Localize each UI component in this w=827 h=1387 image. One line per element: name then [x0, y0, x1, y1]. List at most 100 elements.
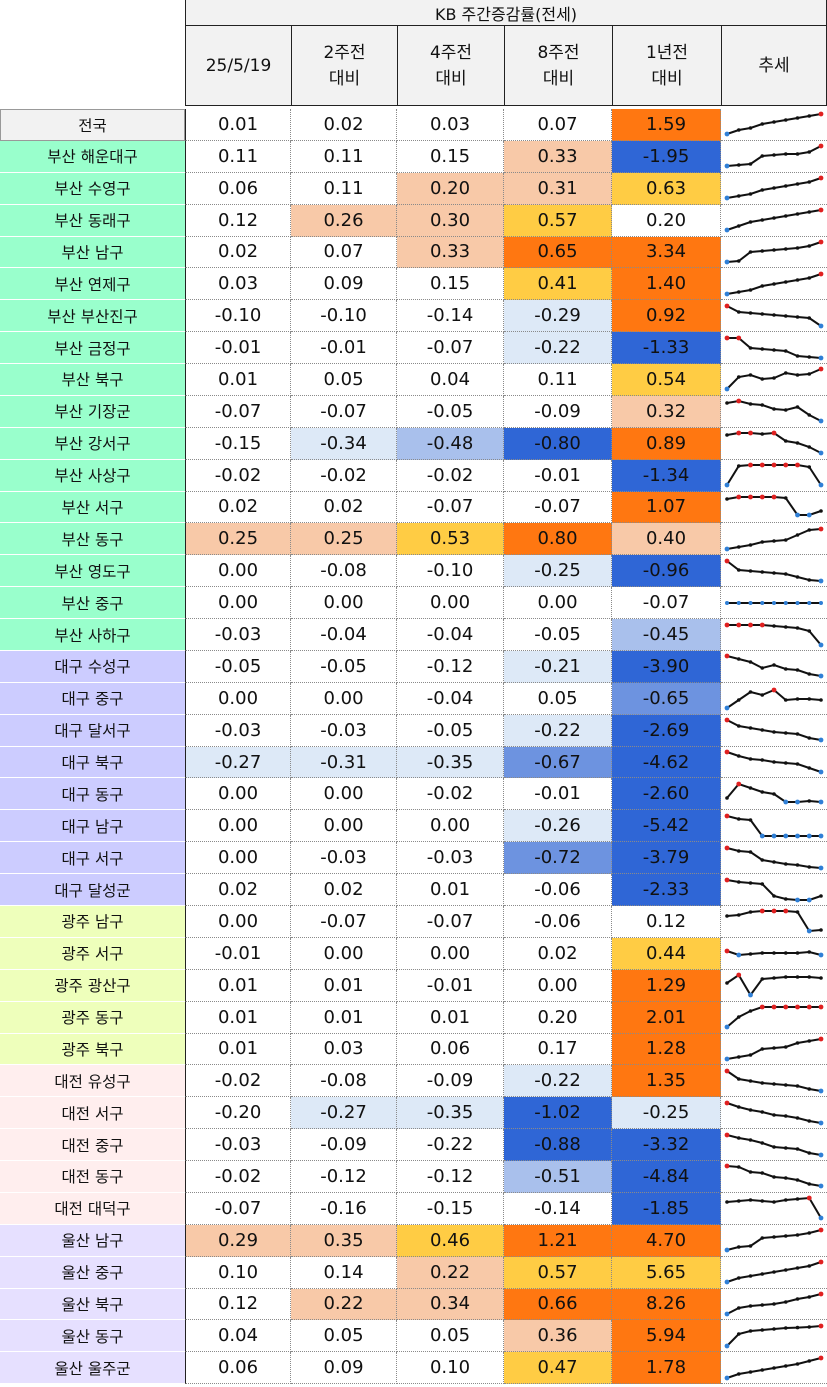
- value-cell: -0.05: [397, 714, 504, 747]
- sparkline-point: [818, 1152, 824, 1157]
- sparkline-point: [736, 1245, 741, 1250]
- sparkline-point: [724, 259, 730, 265]
- region-label: 부산 사하구: [0, 619, 185, 651]
- sparkline-point: [736, 952, 742, 958]
- sparkline-svg: [725, 430, 824, 456]
- sparkline-point: [748, 462, 753, 468]
- sparkline-point: [795, 951, 800, 956]
- sparkline-point: [760, 1199, 765, 1204]
- sparkline-line: [726, 1229, 822, 1252]
- trend-sparkline: [721, 906, 827, 938]
- sparkline-point: [783, 247, 788, 251]
- sparkline-point: [818, 271, 824, 277]
- sparkline-point: [724, 1164, 730, 1169]
- sparkline-point: [783, 118, 788, 123]
- sparkline-point: [724, 845, 730, 851]
- sparkline-point: [819, 509, 823, 513]
- sparkline-point: [748, 543, 753, 547]
- sparkline-point: [819, 698, 823, 703]
- sparkline-point: [772, 859, 776, 864]
- sparkline-point: [725, 497, 729, 501]
- sparkline-point: [795, 373, 800, 378]
- sparkline-point: [795, 212, 800, 216]
- sparkline-point: [772, 248, 776, 252]
- value-cell: -0.01: [504, 459, 612, 492]
- sparkline-point: [724, 195, 730, 201]
- trend-sparkline: [721, 395, 827, 428]
- sparkline-point: [748, 660, 753, 665]
- sparkline-point: [736, 816, 741, 821]
- trend-sparkline: [721, 523, 827, 556]
- sparkline-point: [724, 335, 730, 340]
- sparkline-point: [807, 1150, 812, 1155]
- value-cell: 0.04: [185, 1320, 291, 1353]
- value-cell: 0.01: [185, 109, 291, 141]
- column-header-line2: 대비: [435, 68, 467, 89]
- sparkline-point: [783, 538, 788, 542]
- sparkline-point: [748, 1053, 753, 1057]
- value-cell: 0.10: [397, 1352, 504, 1385]
- value-cell: -4.62: [612, 746, 721, 779]
- sparkline-point: [748, 622, 753, 627]
- sparkline-point: [818, 642, 824, 647]
- value-cell: -1.34: [612, 459, 721, 492]
- sparkline-point: [736, 1055, 741, 1059]
- sparkline-line: [726, 241, 822, 263]
- region-label: 대구 수성구: [0, 650, 185, 683]
- sparkline-point: [724, 303, 730, 309]
- sparkline-point: [783, 1004, 789, 1010]
- value-cell: -0.22: [504, 714, 612, 747]
- value-cell: 0.05: [291, 1320, 397, 1353]
- sparkline-point: [783, 313, 788, 318]
- region-label: 대전 동구: [0, 1161, 185, 1193]
- value-cell: 0.00: [185, 587, 291, 620]
- sparkline-point: [760, 977, 765, 981]
- sparkline-point: [795, 862, 800, 867]
- trend-sparkline: [721, 1192, 827, 1225]
- value-cell: 1.28: [612, 1033, 721, 1066]
- value-cell: 0.07: [291, 236, 397, 269]
- sparkline-point: [772, 1302, 776, 1306]
- sparkline-point: [748, 402, 753, 407]
- sparkline-svg: [724, 1132, 824, 1157]
- sparkline-point: [795, 1178, 800, 1183]
- sparkline-point: [807, 1231, 812, 1236]
- value-cell: 8.26: [612, 1288, 721, 1321]
- sparkline-point: [818, 1184, 824, 1189]
- sparkline-svg: [724, 271, 824, 297]
- sparkline-point: [818, 367, 824, 372]
- sparkline-point: [783, 624, 788, 629]
- sparkline-point: [795, 697, 800, 702]
- sparkline-point: [818, 112, 824, 117]
- value-cell: 0.01: [185, 364, 291, 396]
- sparkline-point: [818, 1323, 824, 1329]
- sparkline-point: [807, 445, 812, 450]
- value-cell: 0.54: [612, 364, 721, 396]
- value-cell: 0.22: [291, 1288, 397, 1321]
- sparkline-point: [818, 1120, 824, 1126]
- sparkline-point: [760, 154, 765, 159]
- value-cell: -0.14: [397, 300, 504, 333]
- value-cell: 0.04: [397, 364, 504, 396]
- sparkline-point: [807, 1264, 812, 1268]
- column-header-line1: 4주전: [429, 42, 473, 63]
- value-cell: 0.03: [185, 268, 291, 301]
- sparkline-point: [725, 401, 729, 406]
- sparkline-point: [783, 214, 788, 218]
- sparkline-point: [818, 1259, 824, 1265]
- region-label: 울산 북구: [0, 1288, 185, 1321]
- sparkline-point: [759, 462, 765, 468]
- sparkline-svg: [724, 526, 824, 552]
- sparkline-point: [783, 152, 788, 157]
- sparkline-point: [748, 1198, 753, 1203]
- sparkline-point: [760, 790, 765, 794]
- value-cell: 0.00: [185, 810, 291, 843]
- sparkline-point: [819, 600, 823, 605]
- value-cell: -0.35: [397, 1097, 504, 1130]
- sparkline-point: [772, 663, 776, 668]
- value-cell: 0.25: [291, 523, 397, 556]
- sparkline-point: [795, 799, 800, 805]
- trend-sparkline: [721, 1129, 827, 1162]
- value-cell: -1.85: [612, 1192, 721, 1225]
- sparkline-point: [760, 951, 765, 956]
